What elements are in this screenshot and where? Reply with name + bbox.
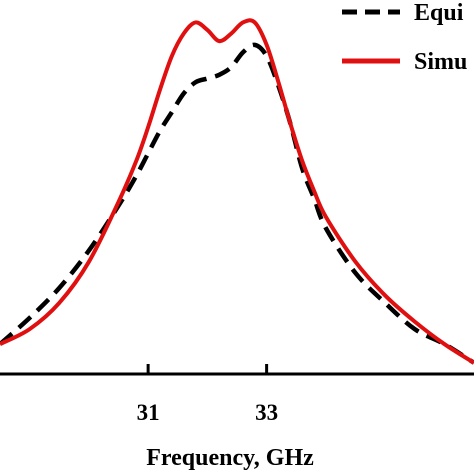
series-line-equi [0,42,474,365]
legend-label-equi: Equi [414,0,464,26]
x-axis-title: Frequency, GHz [146,445,314,471]
legend-label-simu: Simu [414,49,467,75]
x-axis-ticks: 31 33 [137,364,278,425]
legend: Equi Simu [342,0,467,75]
x-tick-label: 31 [137,400,160,425]
plot-area [0,18,474,365]
series-line-simu [0,18,474,365]
x-tick-label: 33 [255,400,278,425]
